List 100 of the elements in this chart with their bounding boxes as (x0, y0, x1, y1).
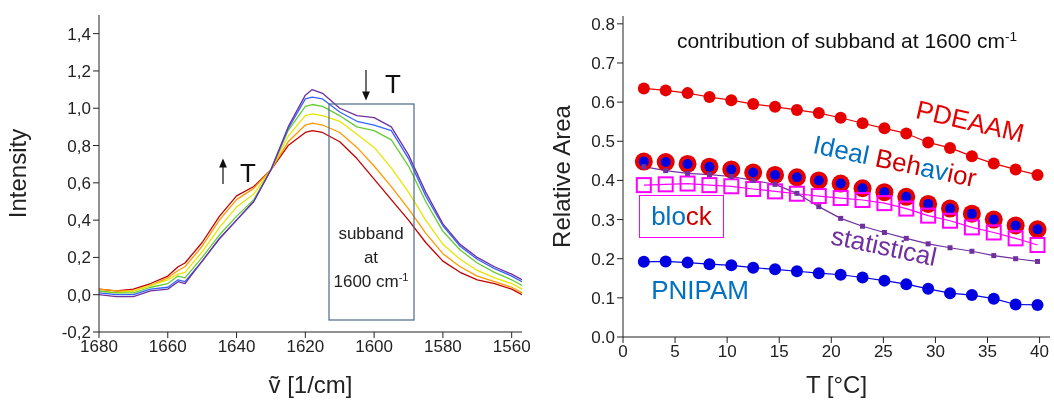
point (812, 267, 825, 280)
point (701, 177, 718, 194)
point (810, 188, 827, 205)
point (1031, 168, 1044, 181)
x-tick-label: 1580 (423, 337, 462, 357)
x-tick-label: 40 (1030, 342, 1050, 362)
point (860, 223, 866, 229)
y-axis-title: Intensity (4, 128, 31, 219)
y-tick-label: 0.0 (591, 328, 615, 348)
point (1007, 230, 1024, 247)
y-tick-label: 0.2 (591, 249, 615, 269)
point (659, 255, 672, 268)
point (772, 181, 778, 187)
point (679, 175, 696, 192)
point (922, 282, 935, 295)
x-tick-label: 1640 (217, 337, 256, 357)
point (898, 200, 915, 217)
point (832, 190, 849, 207)
annotation: T (385, 69, 401, 99)
point (856, 117, 869, 130)
x-axis-title: ṽ [1/cm] (268, 371, 353, 398)
y-tick-label: 0.1 (591, 288, 615, 308)
point (635, 177, 652, 194)
series-label: block (651, 201, 712, 231)
point (1035, 258, 1040, 264)
point (1029, 237, 1046, 254)
point (703, 91, 716, 104)
y-tick-label: 1,4 (67, 24, 91, 44)
point (944, 287, 957, 300)
point (900, 278, 913, 291)
point (659, 84, 672, 97)
point (728, 174, 734, 179)
point (834, 111, 847, 124)
point (1013, 256, 1019, 262)
point (663, 168, 669, 174)
point (900, 127, 913, 140)
point (838, 215, 844, 221)
point (920, 207, 937, 224)
annotation: subband at 1600 cm$^{-1}$ (333, 224, 409, 291)
x-tick-label: 1560 (492, 337, 531, 357)
y-axis-title: Relative Area (548, 104, 575, 248)
annotation: T (240, 158, 256, 188)
text: statistical (828, 220, 940, 272)
x-tick-label: 1660 (148, 337, 187, 357)
x-axis-title: T [°C] (805, 371, 868, 398)
point (703, 258, 716, 271)
x-tick-label: 30 (925, 342, 945, 362)
point (637, 82, 650, 95)
point (637, 255, 650, 268)
point (969, 248, 975, 254)
point (723, 178, 740, 195)
point (991, 253, 997, 259)
point (641, 164, 647, 170)
point (965, 150, 978, 163)
point (963, 219, 980, 236)
point (944, 141, 957, 154)
point (747, 98, 760, 111)
y-tick-label: 0,2 (67, 248, 91, 268)
point (681, 256, 694, 269)
y-tick-label: 1,2 (67, 61, 91, 81)
point (769, 100, 782, 113)
point (790, 265, 803, 278)
point (725, 259, 738, 272)
point (965, 289, 978, 302)
point (790, 103, 803, 116)
point (985, 224, 1002, 241)
point (816, 204, 822, 210)
y-tick-label: 1,0 (67, 99, 91, 119)
y-tick-label: 0.5 (591, 132, 615, 152)
point (1031, 298, 1044, 311)
y-tick-label: 0,6 (67, 173, 91, 193)
point (812, 107, 825, 120)
y-tick-label: 0,8 (67, 136, 91, 156)
point (987, 157, 1000, 170)
point (834, 268, 847, 281)
series-label: PNIPAM (651, 275, 749, 305)
point (750, 177, 756, 183)
x-tick-label: 0 (618, 342, 628, 362)
x-tick-label: 15 (769, 342, 789, 362)
point (725, 94, 738, 107)
point (767, 183, 784, 200)
x-tick-label: 5 (670, 342, 680, 362)
point (681, 87, 694, 100)
point (947, 245, 953, 251)
y-tick-label: 0,0 (67, 285, 91, 305)
point (856, 271, 869, 284)
point (1009, 163, 1022, 176)
y-tick-label: 0.7 (591, 54, 615, 74)
text: Ideal Behavior (810, 129, 980, 194)
point (1009, 298, 1022, 311)
point (854, 191, 871, 208)
point (876, 195, 893, 212)
point (685, 170, 691, 176)
x-tick-label: 20 (821, 342, 841, 362)
point (878, 122, 891, 135)
y-tick-label: 0.6 (591, 93, 615, 113)
point (942, 212, 959, 229)
y-tick-label: 0,4 (67, 211, 91, 231)
y-tick-label: 0.8 (591, 14, 615, 34)
y-tick-label: 0.3 (591, 210, 615, 230)
